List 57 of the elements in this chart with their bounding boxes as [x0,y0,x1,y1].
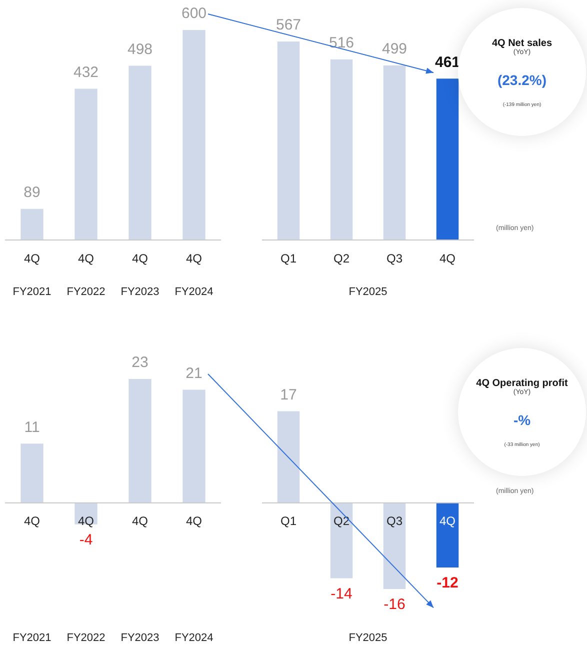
data-label: 89 [24,184,40,201]
bar [277,42,300,240]
text: FY2021 [12,286,52,298]
x-tick-label: 4Q [186,251,202,266]
x-tick-label: 4Q [132,514,148,528]
data-label: -4 [79,532,93,549]
bar [128,66,152,240]
bar [20,208,44,240]
bar [383,65,406,240]
data-label: -16 [384,596,406,614]
x-axis-title: FY2025 [348,286,388,298]
bar [128,379,152,503]
data-label: 498 [127,40,153,58]
bar [436,78,459,240]
data-label: 21 [186,364,202,382]
x-tick-label: 4Q [439,251,456,266]
text: FY2022 [66,286,106,298]
x-tick-label: 4Q [78,514,94,528]
text: 4Q Operating profit [475,378,569,389]
bar [330,59,353,240]
data-label: 499 [382,40,408,58]
bar [74,88,98,240]
x-tick-label: Q2 [333,514,350,528]
data-label: 432 [73,64,99,81]
x-tick-label: Q3 [386,514,403,528]
text: FY2024 [174,632,214,644]
x-axis-title: FY2025 [348,632,388,644]
data-label: 461 [434,54,460,71]
bar [20,444,44,503]
bar [182,390,206,503]
x-tick-label: Q1 [280,514,297,528]
x-tick-label: Q2 [333,251,350,266]
x-tick-label: 4Q [186,514,202,528]
text: FY2023 [120,632,160,644]
text: -% [512,412,532,428]
data-label: 17 [280,386,297,404]
x-tick-label: 4Q [439,514,456,528]
text: (23.2%) [496,72,548,88]
x-tick-label: Q1 [280,251,297,266]
data-label: 516 [328,34,354,52]
x-tick-label: 4Q [24,251,40,266]
text: FY2022 [66,632,106,644]
text: FY2023 [120,286,160,298]
data-label: 11 [24,418,40,436]
data-label: -12 [436,574,458,592]
data-label: -14 [330,585,352,602]
x-tick-label: 4Q [132,251,148,266]
x-tick-label: 4Q [78,251,94,266]
x-tick-label: 4Q [24,514,40,528]
text: 4Q Net sales [490,38,554,49]
x-tick-label: Q3 [386,251,403,266]
data-label: 567 [276,16,302,34]
bar [182,30,206,240]
data-label: 600 [181,5,207,22]
data-label: 23 [132,354,148,372]
text: FY2024 [174,286,214,298]
text: FY2021 [12,632,52,644]
